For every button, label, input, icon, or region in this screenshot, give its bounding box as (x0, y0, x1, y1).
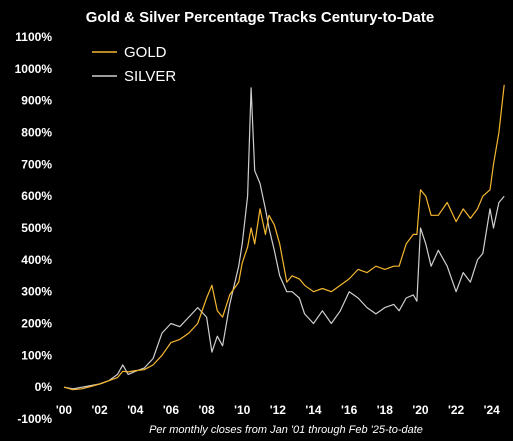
x-tick-label: '14 (305, 403, 322, 417)
y-tick-label: 900% (21, 94, 52, 108)
y-tick-label: 400% (21, 253, 52, 267)
y-axis: -100% 0% 100% 200% 300% 400% 500% 600% 700% 800% 9… (15, 30, 53, 426)
x-tick-label: '20 (412, 403, 429, 417)
x-tick-label: '04 (127, 403, 144, 417)
y-tick-label: 800% (21, 126, 52, 140)
y-tick-label: 300% (21, 285, 52, 299)
y-tick-label: 100% (21, 348, 52, 362)
y-tick-label: 1000% (15, 62, 53, 76)
y-tick-label: -100% (17, 412, 52, 426)
y-tick-label: 500% (21, 221, 52, 235)
x-tick-label: '02 (92, 403, 109, 417)
series-line-silver (63, 87, 505, 390)
y-tick-label: 600% (21, 189, 52, 203)
y-tick-label: 200% (21, 317, 52, 331)
x-axis: '00 '02 '04 '06 '08 '10 '12 '14 '16 '18 '20 '22 '24 (56, 403, 500, 417)
x-tick-label: '18 (377, 403, 394, 417)
x-tick-label: '24 (484, 403, 501, 417)
y-tick-label: 700% (21, 157, 52, 171)
x-tick-label: '22 (448, 403, 465, 417)
series-layer (63, 84, 505, 391)
x-tick-label: '00 (56, 403, 73, 417)
x-tick-label: '16 (341, 403, 358, 417)
x-tick-label: '06 (163, 403, 180, 417)
series-line-gold (63, 84, 505, 391)
x-tick-label: '08 (198, 403, 215, 417)
x-tick-label: '10 (234, 403, 251, 417)
legend-label-silver: SILVER (124, 68, 176, 85)
legend-label-gold: GOLD (124, 44, 167, 61)
chart-title: Gold & Silver Percentage Tracks Century-… (86, 9, 434, 26)
y-tick-label: 0% (35, 380, 53, 394)
y-tick-label: 1100% (15, 30, 52, 44)
chart-caption: Per monthly closes from Jan '01 through … (149, 424, 423, 436)
x-tick-label: '12 (270, 403, 287, 417)
legend: GOLD SILVER (92, 44, 176, 85)
